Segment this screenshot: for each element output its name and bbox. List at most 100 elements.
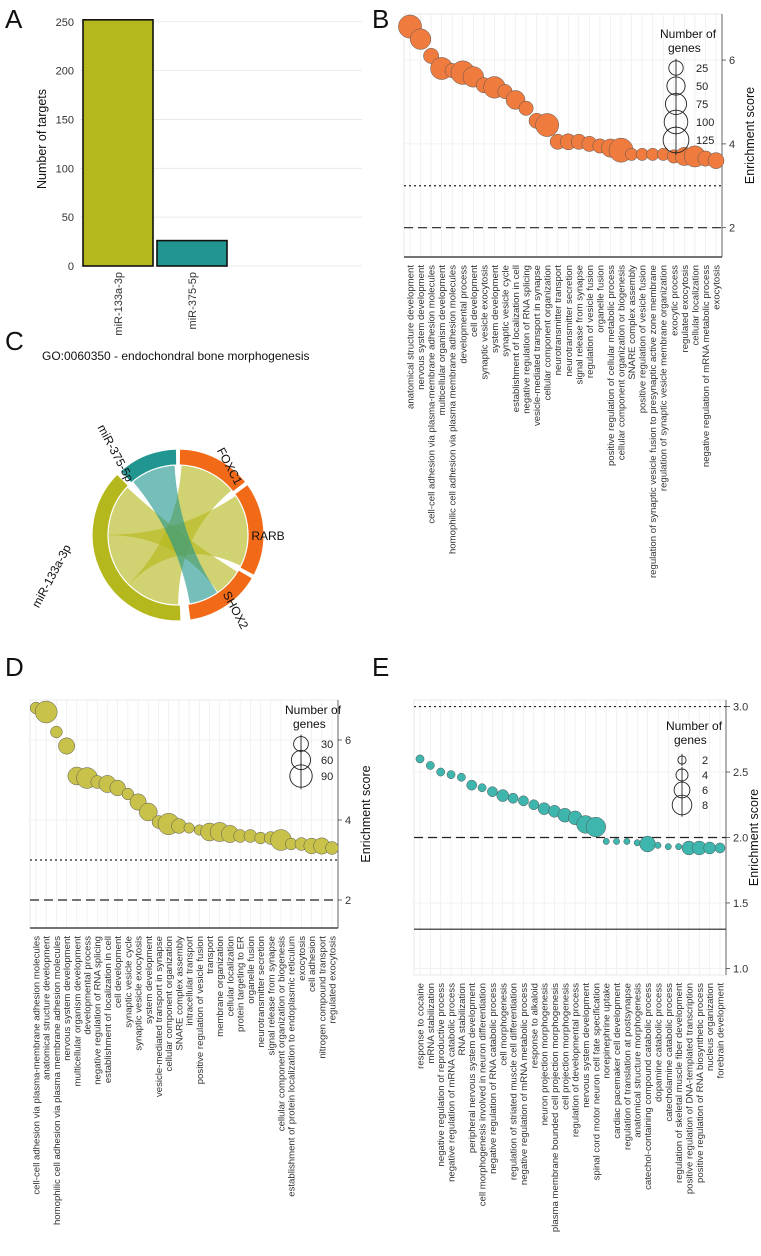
- x-tick-label-e: regulation of developmental process: [571, 983, 582, 1137]
- legend-title-e: Number of: [666, 719, 723, 733]
- legend-title-e: genes: [674, 733, 707, 747]
- x-tick-label-e: positive regulation of DNA-templated tra…: [684, 983, 695, 1194]
- point-e: [436, 767, 446, 777]
- x-tick-label-d: membrane organization: [215, 936, 226, 1037]
- x-tick-label-b: negative regulation of RNA splicing: [522, 265, 533, 414]
- x-tick-label-e: norepinephrine uptake: [602, 983, 613, 1078]
- point-b: [410, 28, 432, 50]
- plot-area-d: [29, 699, 339, 929]
- x-tick-label-e: regulation of striated muscle cell diffe…: [509, 983, 520, 1180]
- x-tick-label-d: synaptic vesicle cycle: [123, 936, 134, 1028]
- x-tick-label-d: cell development: [113, 936, 124, 1008]
- y-tick-label-b: 2: [729, 223, 735, 235]
- point-d: [109, 779, 126, 797]
- x-tick-label-d: nervous system development: [62, 936, 73, 1061]
- point-e: [496, 789, 510, 802]
- y-tick-label-a: 50: [62, 212, 74, 224]
- x-tick-label-b: regulation of vesicle fusion: [585, 265, 596, 378]
- y-tick-label-d: 6: [345, 735, 351, 747]
- legend-label-b: 125: [696, 135, 714, 147]
- legend-label-e: 8: [702, 800, 708, 812]
- x-tick-label-d: protein targeting to ER: [236, 936, 247, 1032]
- x-tick-label-e: anatomical structure morphogenesis: [633, 983, 644, 1138]
- x-tick-label-e: negative regulation of reproductive proc…: [436, 983, 447, 1167]
- legend-title-b: genes: [668, 41, 701, 55]
- point-e: [537, 802, 551, 815]
- x-tick-label-d: transport: [205, 936, 216, 974]
- y-tick-label-b: 6: [729, 55, 735, 67]
- legend-label-e: 6: [702, 785, 708, 797]
- x-tick-label-b: positive regulation of cellular metaboli…: [606, 265, 617, 466]
- x-tick-label-b: establishment of localization in cell: [511, 265, 522, 412]
- x-tick-label-d: establishment of protein localization to…: [287, 936, 298, 1197]
- panel-letter-d: D: [5, 652, 24, 682]
- y-tick-label-e: 1.0: [733, 963, 748, 975]
- x-tick-label-b: system development: [490, 265, 501, 353]
- x-tick-label-e: nervous system development: [581, 983, 592, 1108]
- y-axis-title-e: Enrichment score: [747, 789, 761, 886]
- point-e: [477, 783, 487, 793]
- point-e: [528, 799, 540, 811]
- x-tick-label-e: cell projection morphogenesis: [560, 983, 571, 1110]
- y-tick-label-e: 1.5: [733, 898, 748, 910]
- x-tick-label-d: positive regulation of vesicle fusion: [195, 936, 206, 1084]
- x-tick-label-d: cellular component organization or bioge…: [276, 936, 287, 1131]
- point-e: [457, 772, 466, 782]
- legend-title-d: Number of: [285, 703, 342, 717]
- point-e: [613, 838, 620, 845]
- y-tick-label-b: 4: [729, 139, 735, 151]
- x-tick-label-e: RNA stabilization: [457, 983, 468, 1056]
- panel-d-bubble-chart: 2 4 6 Enrichment score cell-cell adhesion vi…: [29, 699, 373, 1225]
- x-tick-label-a: miR-375-5p: [187, 272, 199, 329]
- point-e: [466, 779, 478, 791]
- panel-letter-e: E: [372, 652, 389, 682]
- x-tick-label-d: exocytosis: [297, 936, 308, 981]
- chord-label-SHOX2: SHOX2: [220, 589, 252, 632]
- x-tick-label-e: negative regulation of mRNA catabolic pr…: [447, 983, 458, 1182]
- x-tick-label-d: cell adhesion: [307, 936, 318, 992]
- x-tick-label-d: synaptic vesicle exocytosis: [134, 936, 145, 1051]
- legend-label-e: 4: [702, 770, 708, 782]
- x-tick-label-e: neuron projection morphogenesis: [540, 983, 551, 1126]
- x-tick-label-b: anatomical structure development: [406, 265, 417, 409]
- legend-label-b: 100: [696, 117, 714, 129]
- x-tick-label-d: establishment of localization in cell: [103, 936, 114, 1083]
- chord-sector-SHOX2: [187, 569, 254, 621]
- chord-label-RARB: RARB: [251, 529, 284, 543]
- x-tick-label-d: signal release from synapse: [266, 936, 277, 1055]
- x-tick-label-b: vesicle-mediated transport in synapse: [532, 265, 543, 426]
- point-d: [34, 700, 58, 724]
- x-tick-label-e: plasma membrane bounded cell projection …: [550, 983, 561, 1232]
- legend-label-b: 50: [696, 81, 708, 93]
- x-tick-label-b: nervous system development: [416, 265, 427, 390]
- y-axis-title-a: Number of targets: [35, 89, 49, 189]
- point-e: [425, 761, 435, 770]
- x-tick-label-e: cardiac pacemaker cell development: [612, 983, 623, 1139]
- x-tick-label-b: cell development: [469, 265, 480, 337]
- chord-sector-FOXC1: [178, 448, 247, 493]
- x-tick-label-d: intracellular transport: [185, 936, 196, 1026]
- x-tick-label-e: forebrain development: [716, 983, 727, 1079]
- x-tick-label-e: dopamine catabolic process: [653, 983, 664, 1102]
- x-tick-label-e: positive regulation of RNA biosynthetic …: [695, 983, 706, 1183]
- y-tick-label-a: 150: [56, 114, 74, 126]
- x-tick-label-d: regulated exocytosis: [328, 936, 339, 1024]
- x-tick-label-e: negative regulation of RNA catabolic pro…: [488, 983, 499, 1174]
- x-tick-label-e: nucleus organization: [705, 983, 716, 1071]
- x-tick-label-b: exocytic process: [669, 265, 680, 336]
- x-tick-label-b: neurotransmitter transport: [553, 265, 564, 376]
- x-tick-label-b: homophilic cell adhesion via plasma memb…: [448, 265, 459, 554]
- x-tick-label-e: catecholamine catabolic process: [664, 983, 675, 1122]
- point-e: [714, 842, 726, 854]
- point-e: [623, 838, 631, 845]
- x-tick-label-b: positive regulation of vesicle fusion: [638, 265, 649, 413]
- legend-label-d: 30: [321, 739, 333, 751]
- x-tick-label-b: developmental process: [458, 265, 469, 364]
- point-e: [675, 843, 683, 851]
- point-e: [487, 786, 498, 797]
- x-tick-label-e: spinal cord motor neuron cell fate speci…: [591, 983, 602, 1180]
- point-d: [325, 841, 339, 855]
- y-axis-title-d: Enrichment score: [359, 765, 373, 862]
- point-e: [703, 841, 716, 855]
- chord-sector-miR-375-5p: [119, 448, 178, 484]
